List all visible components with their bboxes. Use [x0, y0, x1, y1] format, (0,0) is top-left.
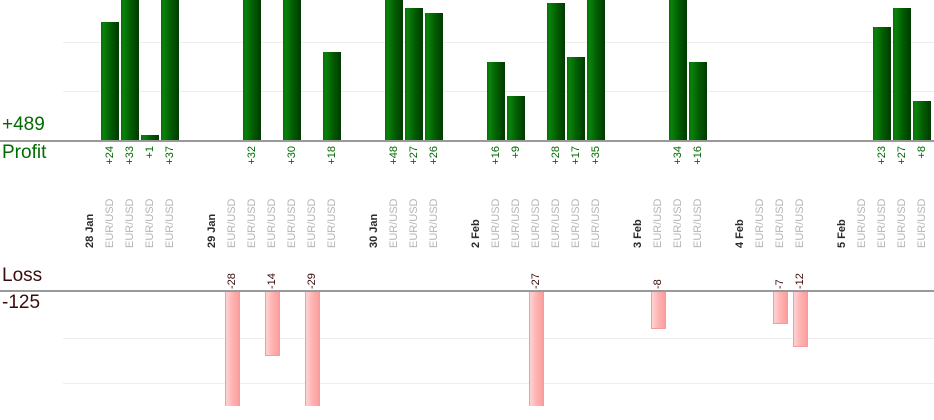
profit-gridline — [63, 42, 934, 43]
loss-bar — [305, 292, 320, 406]
loss-axis-line — [0, 290, 934, 292]
profit-bar — [487, 62, 505, 140]
profit-bar — [161, 0, 179, 140]
profit-bar — [385, 0, 403, 140]
total-loss-value: -125 — [2, 292, 41, 313]
profit-bar — [689, 62, 707, 140]
profit-bar — [873, 27, 891, 140]
profit-bar — [425, 13, 443, 140]
profit-bar — [121, 0, 139, 140]
profit-axis-title: Profit — [2, 142, 47, 163]
profit-bar — [893, 8, 911, 140]
profit-bar — [283, 0, 301, 140]
loss-bar — [793, 292, 808, 347]
loss-axis-title: Loss — [2, 265, 43, 286]
profit-bar — [587, 0, 605, 140]
loss-gridline — [63, 383, 934, 384]
profit-bar — [141, 135, 159, 140]
profit-bar — [913, 101, 931, 140]
profit-bar — [669, 0, 687, 140]
loss-plot-area — [0, 292, 934, 406]
loss-bar — [773, 292, 788, 324]
loss-bar — [529, 292, 544, 406]
profit-bar — [547, 3, 565, 140]
loss-gridline — [63, 338, 934, 339]
loss-bar — [651, 292, 666, 329]
profit-bar — [507, 96, 525, 140]
profit-bar — [243, 0, 261, 140]
profit-bar — [323, 52, 341, 140]
profit-bar — [405, 8, 423, 140]
profit-bar — [101, 22, 119, 140]
loss-bar — [225, 292, 240, 406]
profit-axis-line — [0, 140, 934, 142]
profit-plot-area — [0, 0, 934, 140]
profit-bar — [567, 57, 585, 140]
total-profit-value: +489 — [2, 114, 45, 135]
loss-bar — [265, 292, 280, 356]
